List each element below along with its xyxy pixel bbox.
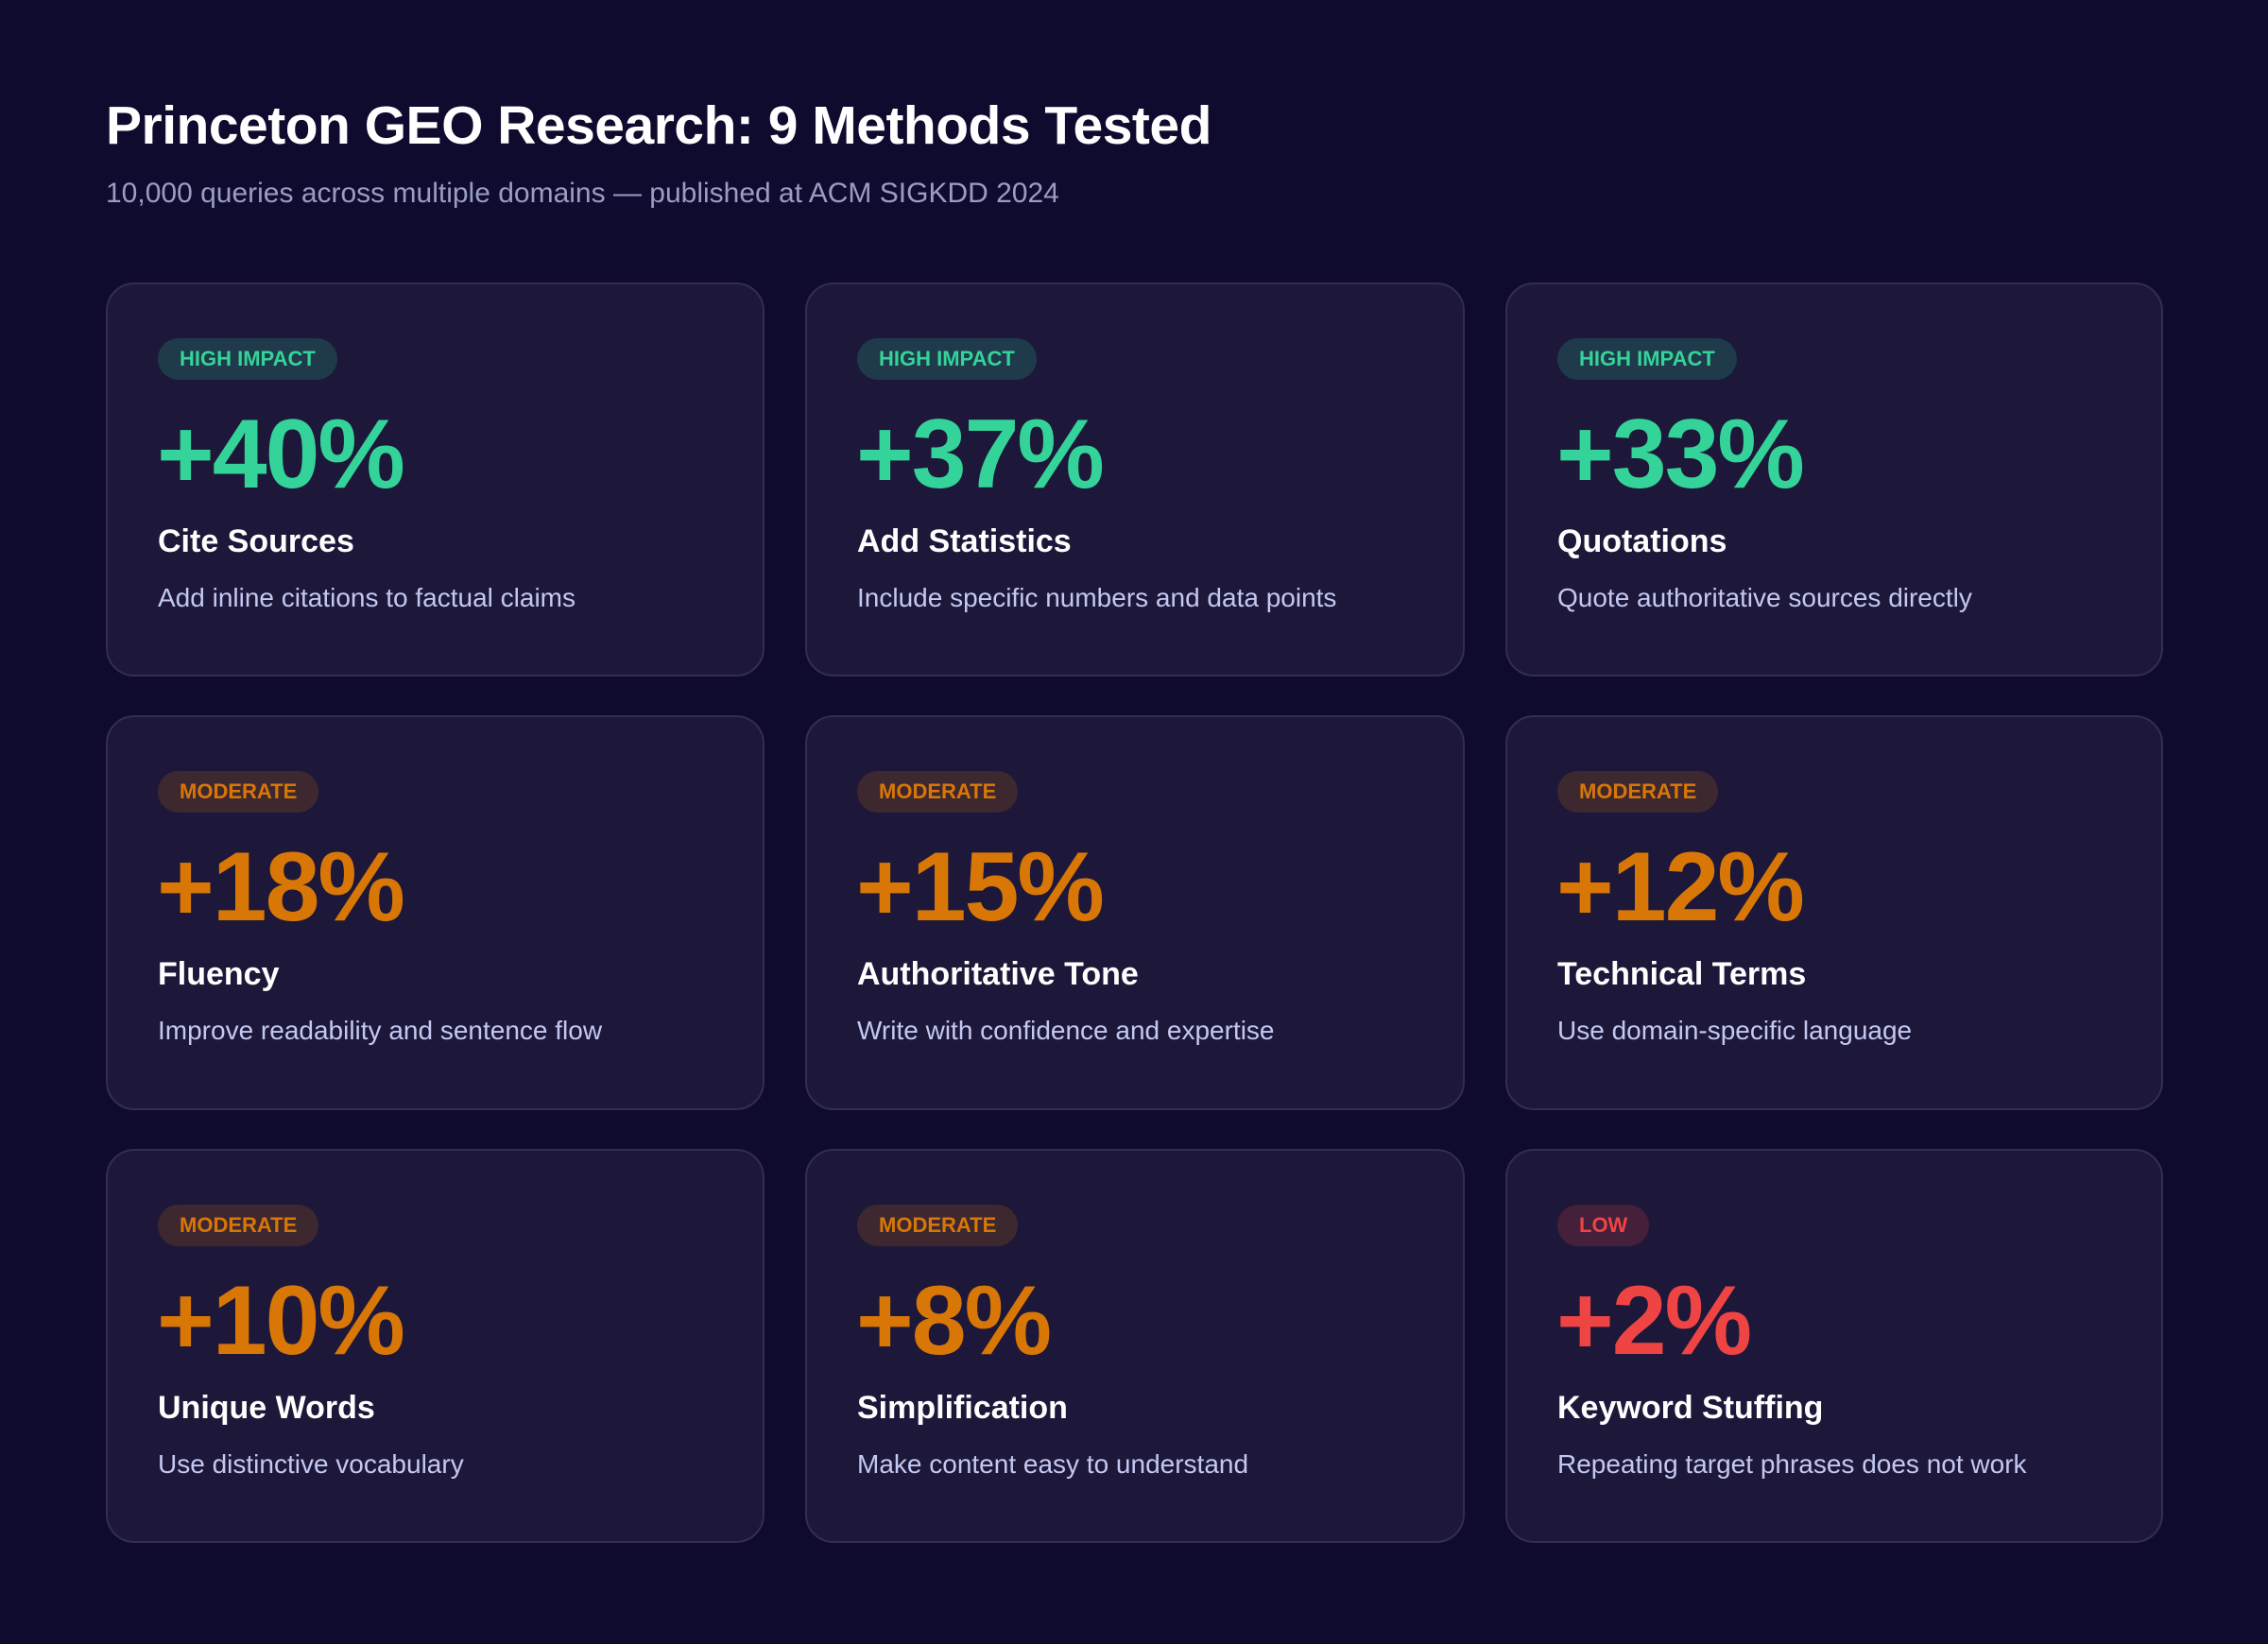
method-value: +8%	[856, 1266, 1052, 1376]
method-card: HIGH IMPACT +33% Quotations Quote author…	[1505, 283, 2163, 676]
method-value: +15%	[856, 832, 1105, 942]
impact-badge: LOW	[1557, 1205, 1650, 1246]
impact-badge: MODERATE	[857, 771, 1019, 813]
method-value: +12%	[1556, 832, 1805, 942]
method-name: Keyword Stuffing	[1557, 1390, 1824, 1426]
method-card: MODERATE +15% Authoritative Tone Write w…	[805, 715, 1465, 1110]
method-value: +37%	[856, 400, 1105, 509]
method-value: +33%	[1556, 400, 1805, 509]
method-name: Technical Terms	[1557, 956, 1807, 992]
method-card: MODERATE +12% Technical Terms Use domain…	[1505, 715, 2163, 1110]
method-name: Authoritative Tone	[857, 956, 1139, 992]
page-subtitle: 10,000 queries across multiple domains —…	[106, 178, 1059, 209]
impact-badge: MODERATE	[857, 1205, 1019, 1246]
method-card: MODERATE +18% Fluency Improve readabilit…	[106, 715, 765, 1110]
method-description: Use domain-specific language	[1557, 1016, 1913, 1045]
method-description: Make content easy to understand	[857, 1449, 1249, 1479]
method-name: Simplification	[857, 1390, 1068, 1426]
method-description: Use distinctive vocabulary	[158, 1449, 464, 1479]
method-card: HIGH IMPACT +40% Cite Sources Add inline…	[106, 283, 765, 676]
method-name: Cite Sources	[158, 523, 354, 559]
method-name: Quotations	[1557, 523, 1727, 559]
methods-grid: HIGH IMPACT +40% Cite Sources Add inline…	[106, 283, 2163, 1543]
method-name: Unique Words	[158, 1390, 375, 1426]
method-card: HIGH IMPACT +37% Add Statistics Include …	[805, 283, 1465, 676]
method-description: Quote authoritative sources directly	[1557, 583, 1972, 612]
method-description: Write with confidence and expertise	[857, 1016, 1275, 1045]
method-card: LOW +2% Keyword Stuffing Repeating targe…	[1505, 1149, 2163, 1543]
method-card: MODERATE +10% Unique Words Use distincti…	[106, 1149, 765, 1543]
impact-badge: MODERATE	[1557, 771, 1719, 813]
method-value: +2%	[1556, 1266, 1752, 1376]
impact-badge: HIGH IMPACT	[1557, 338, 1737, 380]
method-name: Add Statistics	[857, 523, 1072, 559]
impact-badge: MODERATE	[158, 1205, 319, 1246]
method-description: Include specific numbers and data points	[857, 583, 1337, 612]
impact-badge: MODERATE	[158, 771, 319, 813]
method-value: +40%	[157, 400, 405, 509]
impact-badge: HIGH IMPACT	[857, 338, 1037, 380]
method-name: Fluency	[158, 956, 280, 992]
impact-badge: HIGH IMPACT	[158, 338, 337, 380]
method-card: MODERATE +8% Simplification Make content…	[805, 1149, 1465, 1543]
method-value: +10%	[157, 1266, 405, 1376]
method-value: +18%	[157, 832, 405, 942]
page-title: Princeton GEO Research: 9 Methods Tested	[106, 95, 1211, 156]
method-description: Improve readability and sentence flow	[158, 1016, 603, 1045]
method-description: Add inline citations to factual claims	[158, 583, 576, 612]
method-description: Repeating target phrases does not work	[1557, 1449, 2027, 1479]
